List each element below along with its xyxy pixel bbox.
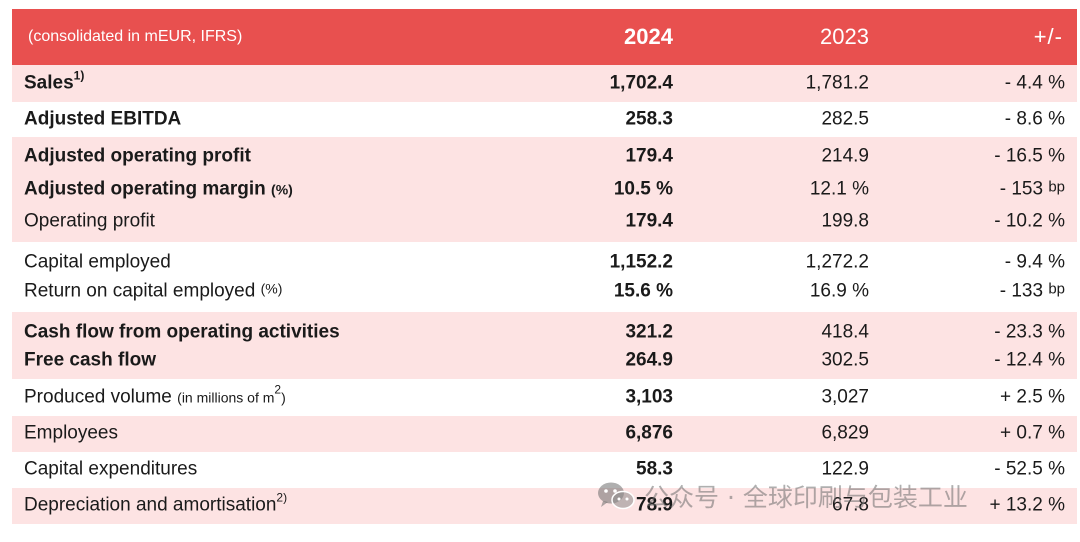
row-label: Adjusted EBITDA [24, 108, 182, 130]
row-label: Adjusted operating profit [24, 145, 251, 167]
table-row: Free cash flow 264.9 302.5 - 12.4 % [12, 347, 1077, 375]
cell-2024: 6,876 [625, 422, 673, 444]
header-col-diff: +/- [1033, 24, 1063, 49]
row-label: Sales1) [24, 68, 85, 94]
cell-2024: 1,702.4 [609, 72, 673, 94]
cell-2024: 15.6 % [613, 280, 673, 302]
cell-diff: + 13.2 % [989, 494, 1065, 516]
row-group: Adjusted operating profit 179.4 214.9 - … [12, 137, 1077, 242]
cell-2024: 258.3 [625, 108, 673, 130]
cell-diff: - 16.5 % [994, 145, 1065, 167]
cell-diff: - 23.3 % [994, 321, 1065, 343]
cell-diff: - 9.4 % [1004, 251, 1065, 273]
table-row: Return on capital employed (%) 15.6 % 16… [12, 277, 1077, 306]
row-group: Capital expenditures 58.3 122.9 - 52.5 % [12, 452, 1077, 488]
table-row: Sales1) 1,702.4 1,781.2 - 4.4 % [12, 65, 1077, 102]
cell-2023: 67.8 [832, 494, 869, 516]
row-label: Operating profit [24, 210, 155, 232]
cell-2023: 3,027 [821, 386, 869, 408]
table-row: Operating profit 179.4 199.8 - 10.2 % [12, 206, 1077, 238]
cell-diff: + 2.5 % [1000, 386, 1065, 408]
table-row: Adjusted operating profit 179.4 214.9 - … [12, 141, 1077, 173]
cell-2023: 16.9 % [809, 280, 869, 302]
cell-2023: 1,781.2 [805, 72, 869, 94]
cell-2024: 78.9 [636, 494, 673, 516]
cell-diff: - 52.5 % [994, 458, 1065, 480]
financial-table: (consolidated in mEUR, IFRS) 2024 2023 +… [12, 9, 1077, 524]
header-col-2024: 2024 [624, 24, 673, 49]
row-label: Free cash flow [24, 349, 156, 371]
cell-2023: 12.1 % [809, 178, 869, 200]
row-label: Employees [24, 422, 118, 444]
table-row: Adjusted operating margin (%) 10.5 % 12.… [12, 173, 1077, 206]
table-row: Cash flow from operating activities 321.… [12, 318, 1077, 347]
cell-diff: - 10.2 % [994, 210, 1065, 232]
row-group: Adjusted EBITDA 258.3 282.5 - 8.6 % [12, 102, 1077, 137]
cell-2023: 302.5 [821, 349, 869, 371]
table-row: Produced volume (in millions of m2) 3,10… [12, 379, 1077, 416]
cell-2023: 214.9 [821, 145, 869, 167]
cell-2023: 418.4 [821, 321, 869, 343]
row-label: Adjusted operating margin (%) [24, 178, 293, 200]
row-group: Cash flow from operating activities 321.… [12, 312, 1077, 379]
cell-2024: 1,152.2 [609, 251, 673, 273]
table-row: Capital employed 1,152.2 1,272.2 - 9.4 % [12, 248, 1077, 277]
cell-2023: 1,272.2 [805, 251, 869, 273]
row-label: Capital employed [24, 251, 171, 273]
cell-diff: - 153 bp [999, 178, 1065, 200]
cell-2024: 3,103 [625, 386, 673, 408]
cell-2024: 264.9 [625, 349, 673, 371]
cell-2024: 10.5 % [613, 178, 673, 200]
row-group: Employees 6,876 6,829 + 0.7 % [12, 416, 1077, 452]
cell-2024: 179.4 [625, 210, 673, 232]
row-group: Depreciation and amortisation2) 78.9 67.… [12, 488, 1077, 524]
table-row: Adjusted EBITDA 258.3 282.5 - 8.6 % [12, 102, 1077, 137]
row-label: Return on capital employed (%) [24, 280, 283, 302]
row-group: Capital employed 1,152.2 1,272.2 - 9.4 %… [12, 242, 1077, 312]
cell-diff: - 12.4 % [994, 349, 1065, 371]
header-label: (consolidated in mEUR, IFRS) [28, 28, 243, 45]
row-label: Cash flow from operating activities [24, 321, 340, 343]
cell-2024: 321.2 [625, 321, 673, 343]
row-group: Produced volume (in millions of m2) 3,10… [12, 379, 1077, 416]
cell-diff: - 133 bp [999, 280, 1065, 302]
cell-2023: 282.5 [821, 108, 869, 130]
cell-diff: - 4.4 % [1004, 72, 1065, 94]
table-row: Depreciation and amortisation2) 78.9 67.… [12, 488, 1077, 524]
cell-diff: - 8.6 % [1004, 108, 1065, 130]
row-label: Capital expenditures [24, 458, 198, 480]
row-group: Sales1) 1,702.4 1,781.2 - 4.4 % [12, 65, 1077, 102]
row-label: Produced volume (in millions of m2) [24, 382, 286, 408]
cell-diff: + 0.7 % [1000, 422, 1065, 444]
cell-2023: 122.9 [821, 458, 869, 480]
table-row: Capital expenditures 58.3 122.9 - 52.5 % [12, 452, 1077, 488]
cell-2023: 199.8 [821, 210, 869, 232]
cell-2024: 179.4 [625, 145, 673, 167]
cell-2023: 6,829 [821, 422, 869, 444]
table-row: Employees 6,876 6,829 + 0.7 % [12, 416, 1077, 452]
header-col-2023: 2023 [820, 24, 869, 49]
row-label: Depreciation and amortisation2) [24, 490, 288, 516]
cell-2024: 58.3 [636, 458, 673, 480]
table-header: (consolidated in mEUR, IFRS) 2024 2023 +… [12, 9, 1077, 65]
